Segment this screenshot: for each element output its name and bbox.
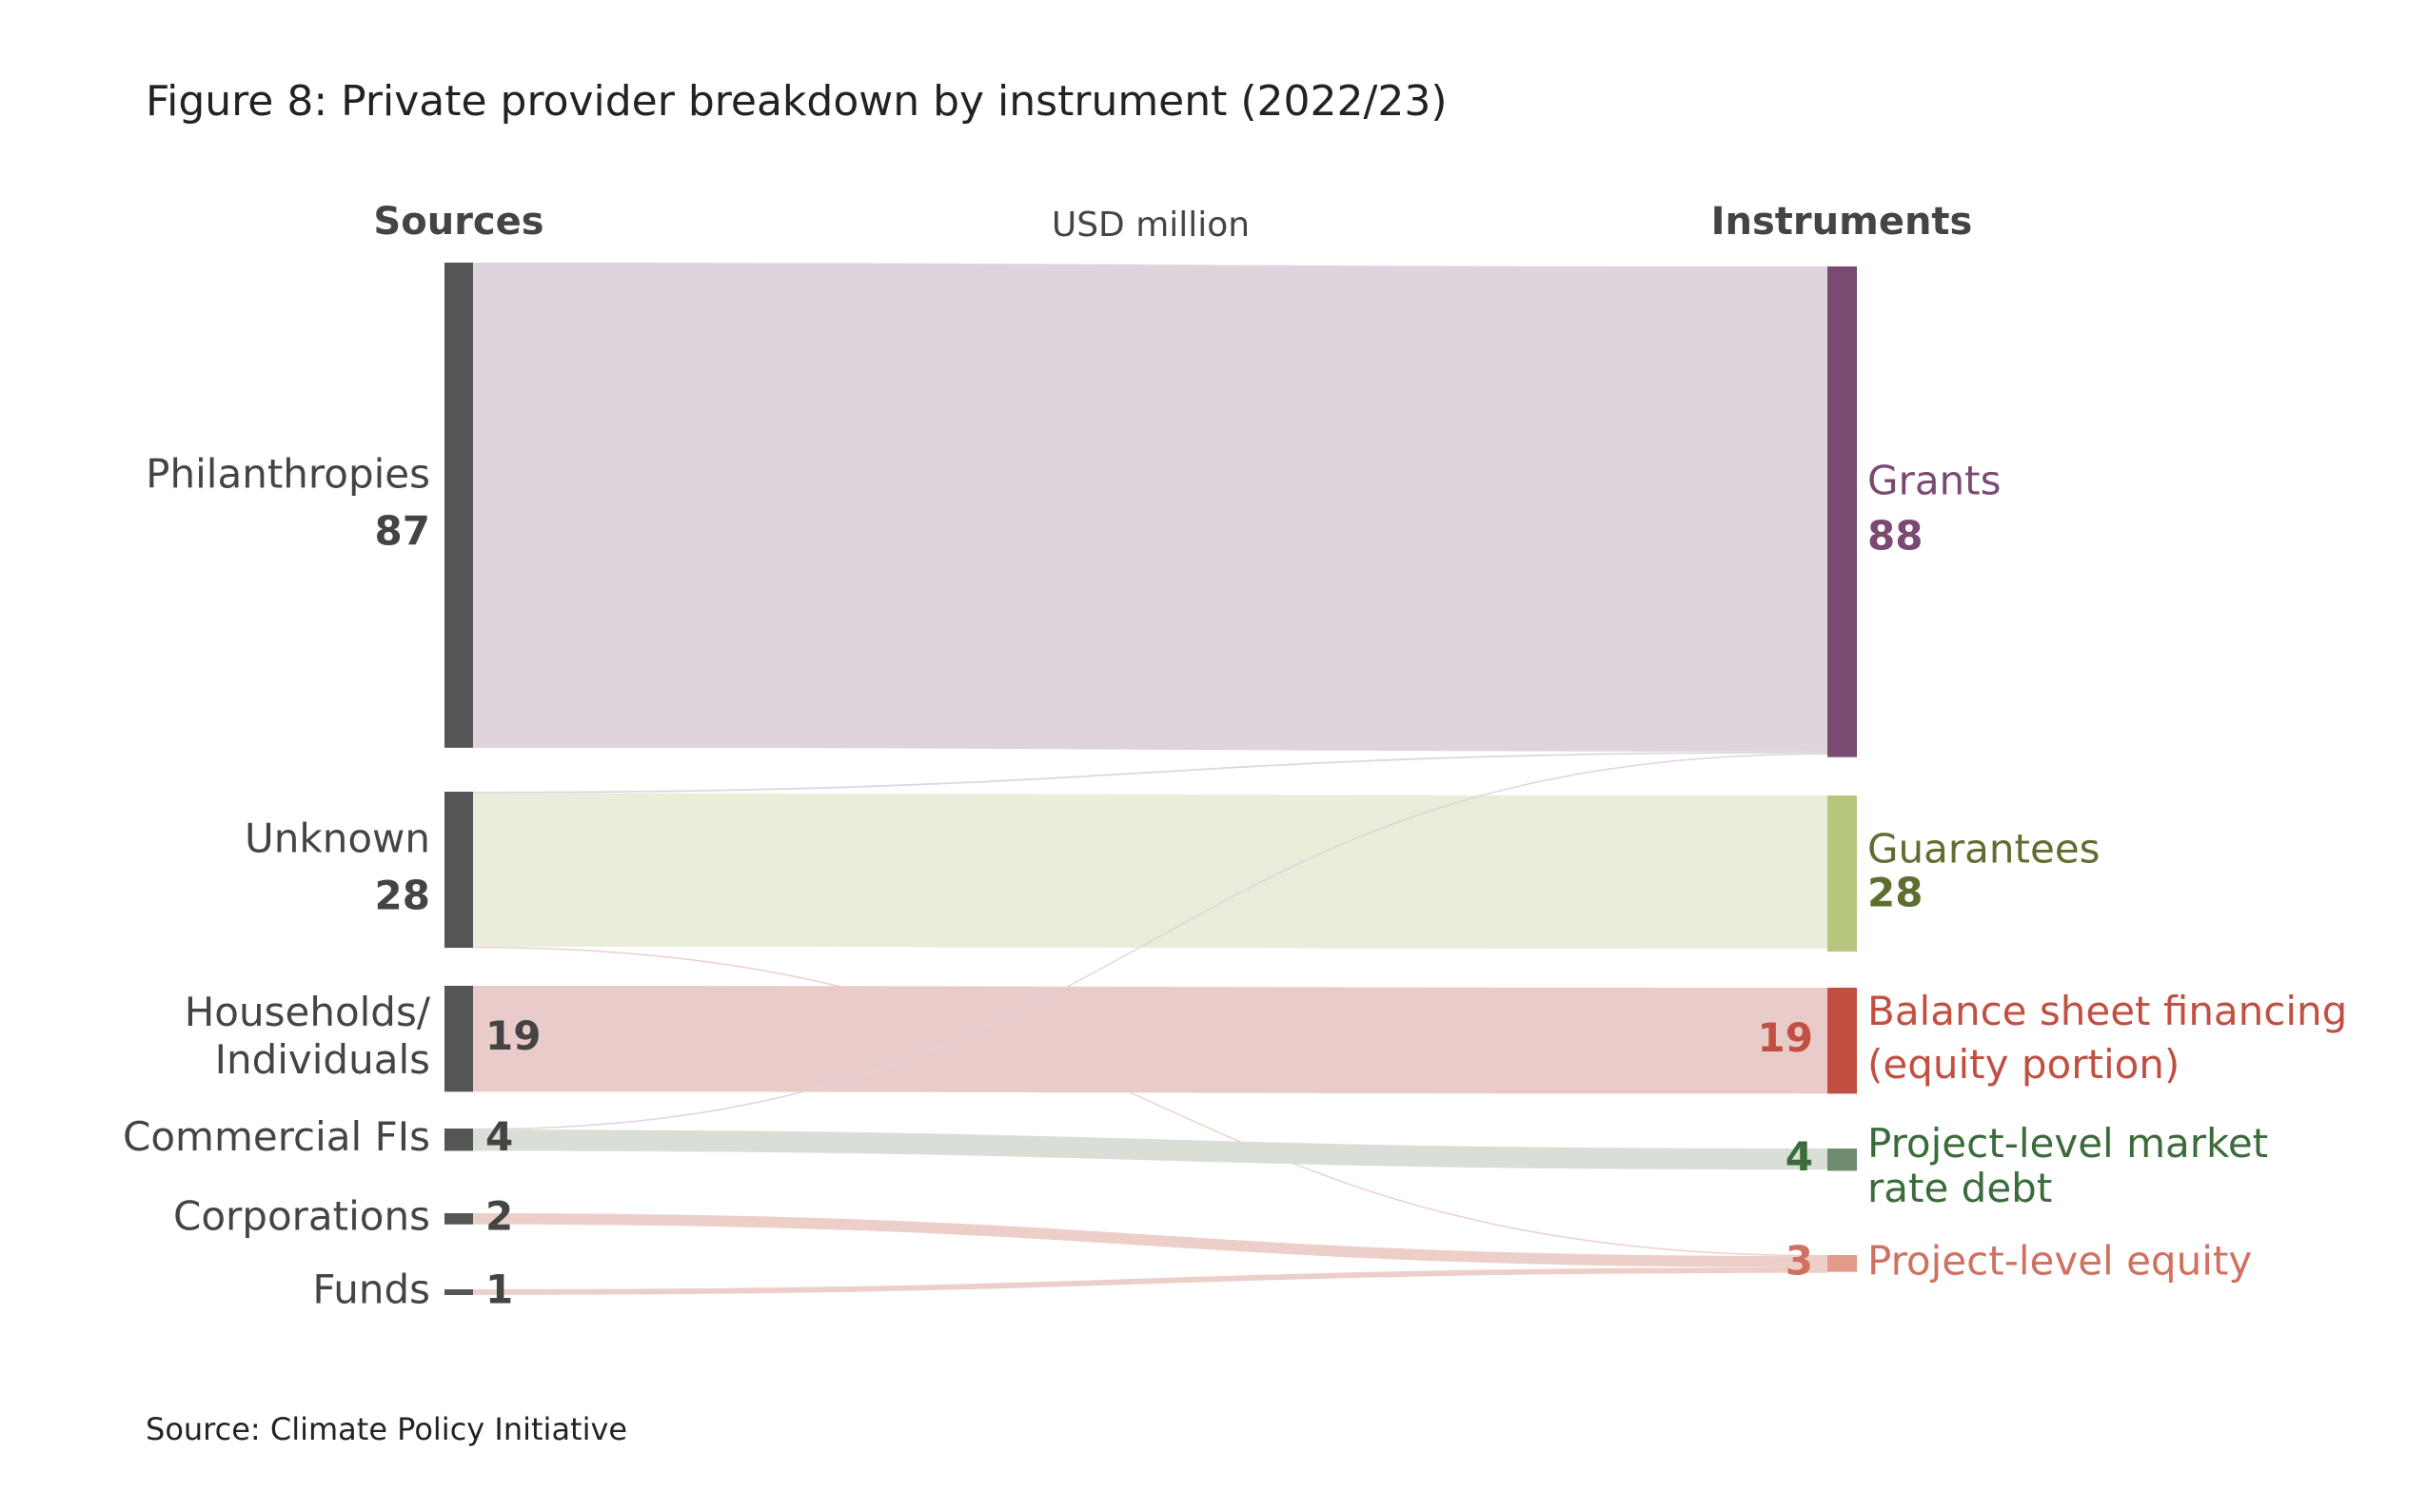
source-label: Commercial FIs bbox=[123, 1113, 430, 1160]
source-label: Corporations bbox=[173, 1192, 430, 1239]
target-node bbox=[1827, 1255, 1857, 1272]
source-node bbox=[444, 1213, 473, 1225]
flow-link bbox=[473, 793, 1827, 950]
left-header: Sources bbox=[373, 200, 543, 244]
source-node bbox=[444, 263, 473, 748]
flow-link bbox=[473, 263, 1827, 752]
flow-link bbox=[473, 1129, 1827, 1170]
flow-link bbox=[473, 751, 1827, 794]
source-value: 28 bbox=[375, 873, 430, 919]
target-value: 88 bbox=[1867, 512, 1923, 559]
source-node bbox=[444, 792, 473, 949]
target-label: rate debt bbox=[1867, 1165, 2052, 1211]
unit-label: USD million bbox=[1052, 206, 1250, 245]
target-value: 28 bbox=[1867, 870, 1923, 916]
target-label: Guarantees bbox=[1867, 826, 2101, 873]
source-note: Source: Climate Policy Initiative bbox=[146, 1411, 627, 1447]
source-label: Households/ bbox=[185, 989, 431, 1035]
target-label: Grants bbox=[1867, 457, 2002, 503]
source-node bbox=[444, 1129, 473, 1151]
target-label: Project-level equity bbox=[1867, 1237, 2252, 1284]
source-node bbox=[444, 1289, 473, 1295]
source-value: 2 bbox=[485, 1192, 513, 1239]
source-label: Individuals bbox=[215, 1036, 430, 1083]
source-label: Funds bbox=[312, 1267, 430, 1313]
chart-title: Figure 8: Private provider breakdown by … bbox=[146, 77, 1448, 126]
target-value: 4 bbox=[1786, 1133, 1813, 1180]
target-value: 3 bbox=[1786, 1237, 1813, 1284]
flow-link bbox=[473, 1267, 1827, 1295]
flow-link bbox=[473, 946, 1827, 1257]
target-label: Balance sheet financing bbox=[1867, 988, 2347, 1034]
source-label: Unknown bbox=[245, 815, 430, 862]
source-value: 1 bbox=[485, 1267, 513, 1313]
target-label: Project-level market bbox=[1867, 1120, 2268, 1167]
target-label: (equity portion) bbox=[1867, 1041, 2180, 1088]
source-value: 87 bbox=[375, 507, 430, 554]
target-node bbox=[1827, 988, 1857, 1094]
target-node bbox=[1827, 1149, 1857, 1171]
flow-link bbox=[473, 986, 1827, 1094]
source-label: Philanthropies bbox=[146, 450, 430, 497]
source-value: 19 bbox=[485, 1012, 541, 1059]
flow-link bbox=[473, 1213, 1827, 1267]
target-node bbox=[1827, 795, 1857, 952]
right-header: Instruments bbox=[1711, 200, 1973, 244]
source-node bbox=[444, 986, 473, 1092]
target-node bbox=[1827, 266, 1857, 757]
source-value: 4 bbox=[485, 1113, 513, 1160]
flow-link bbox=[473, 753, 1827, 1130]
target-value: 19 bbox=[1758, 1014, 1813, 1061]
